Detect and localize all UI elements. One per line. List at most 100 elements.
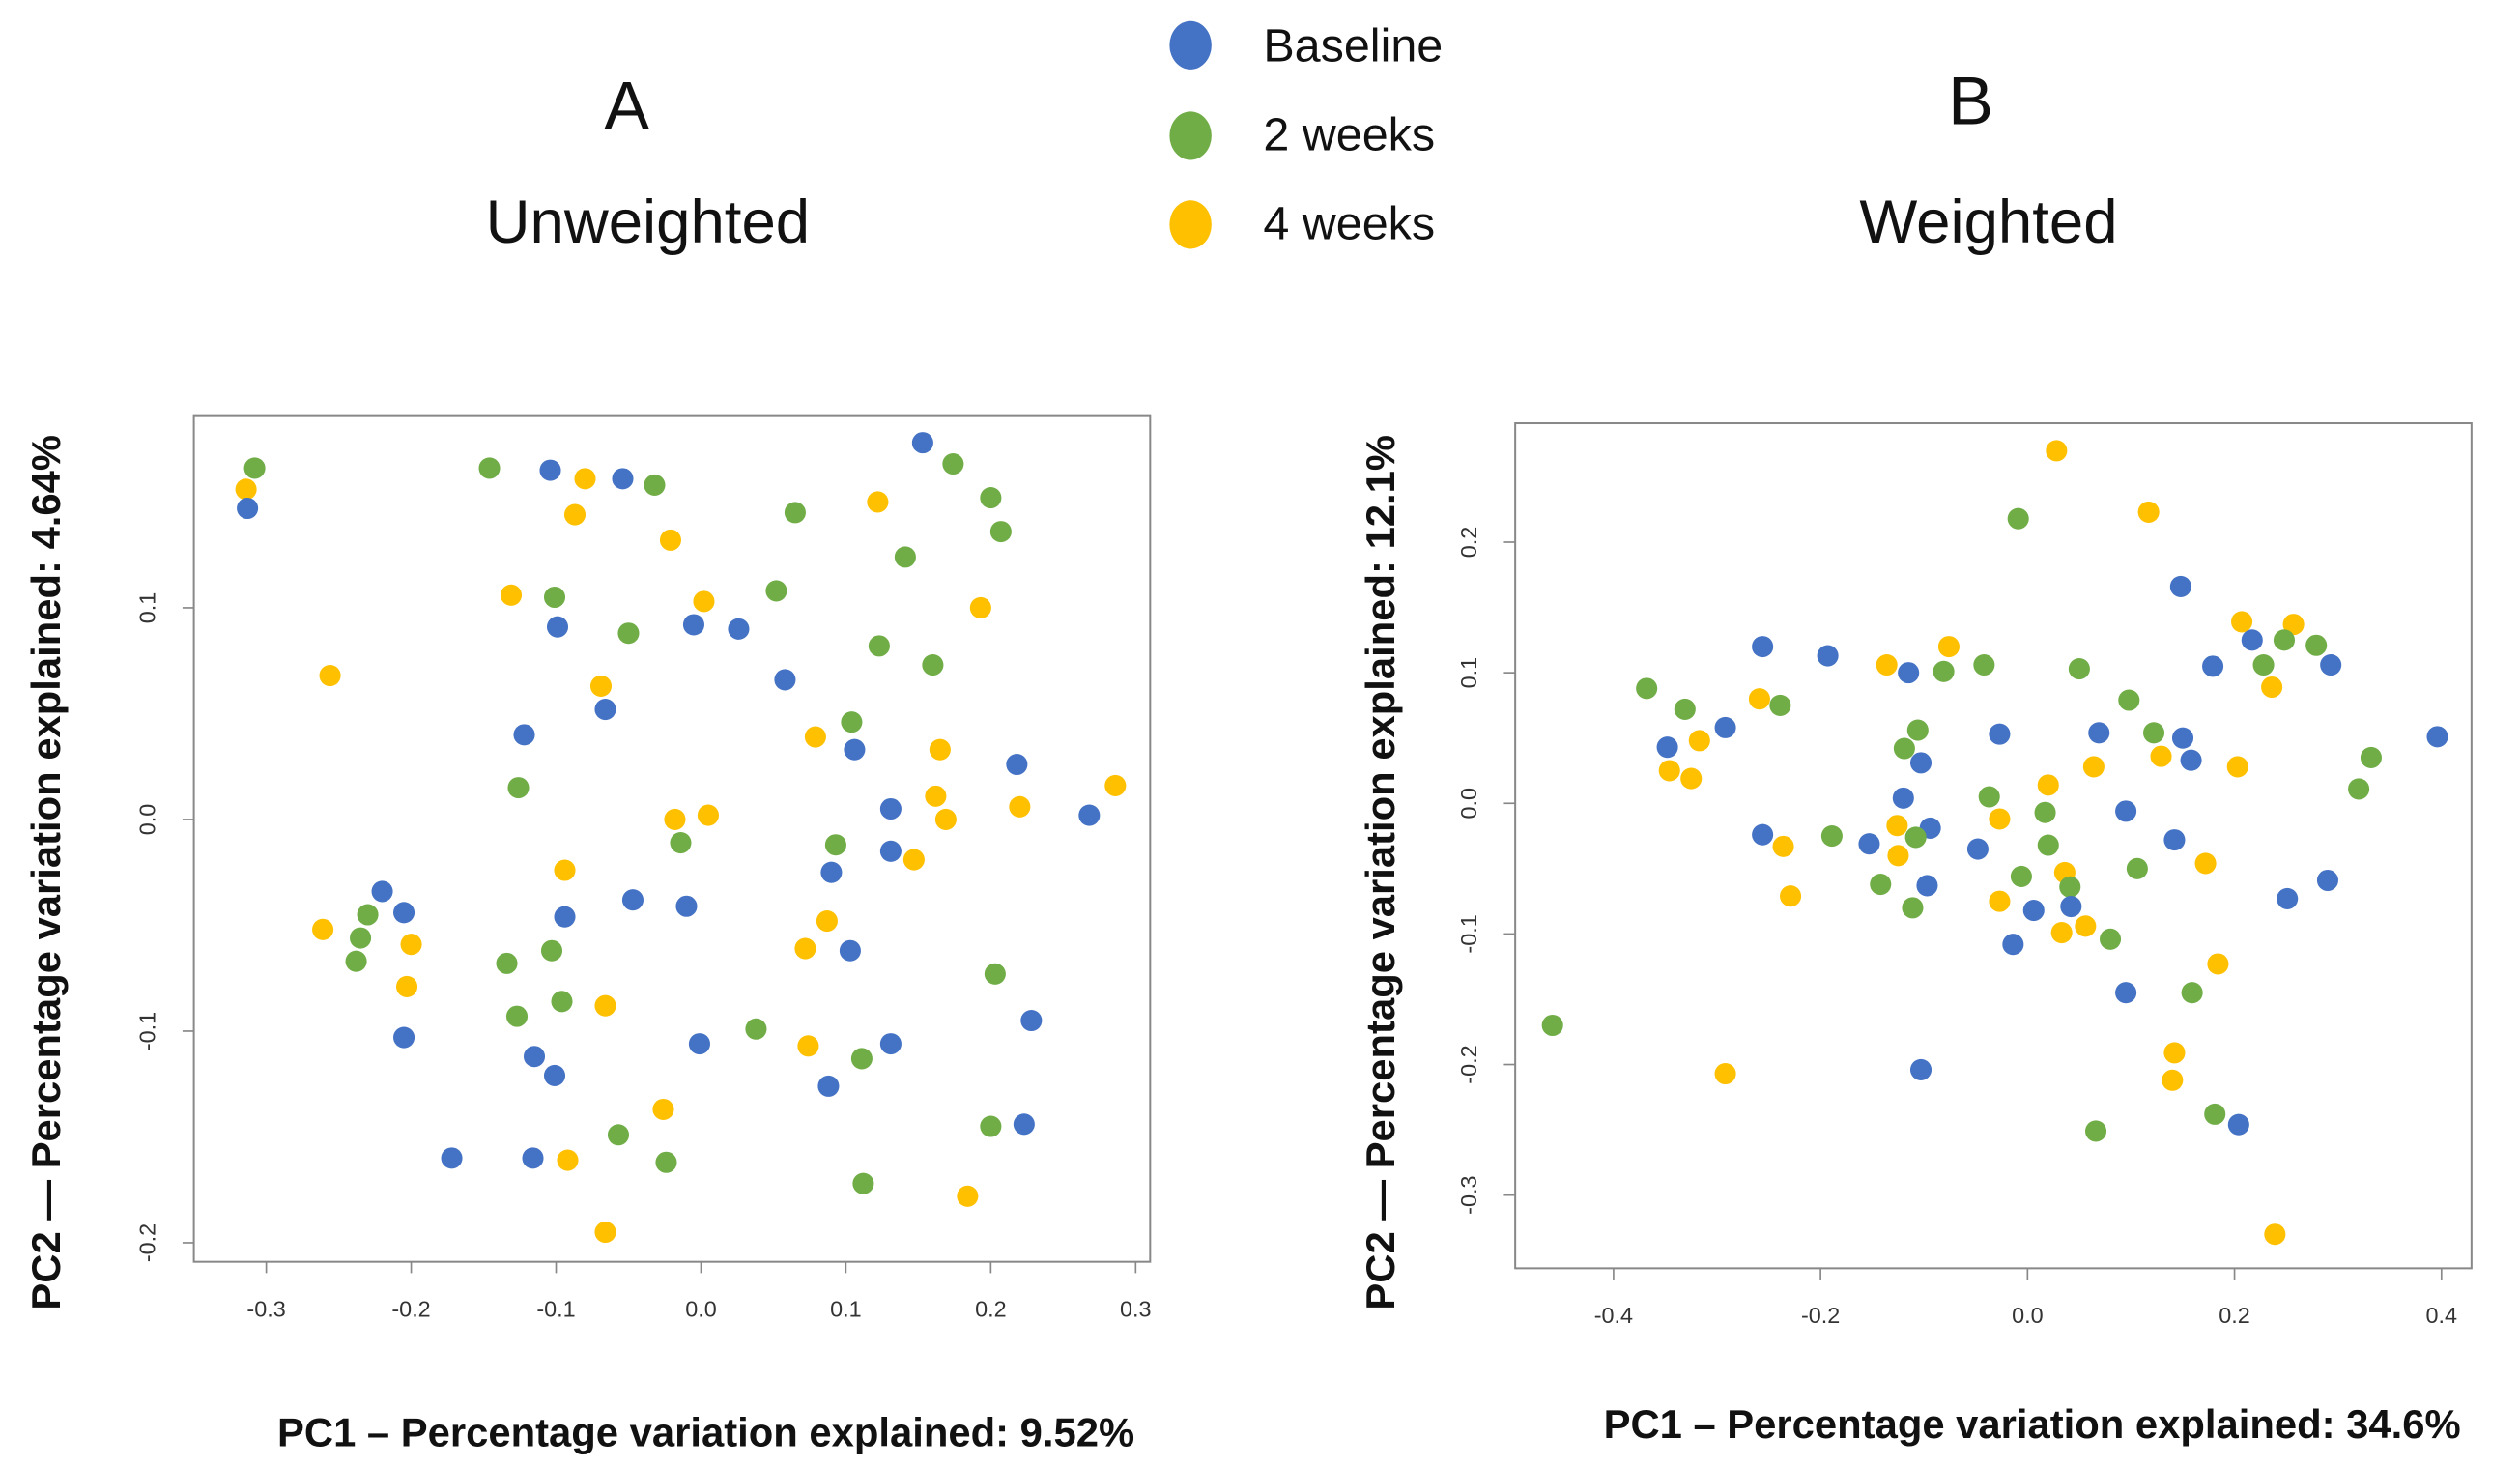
plot-b-point-baseline <box>2060 895 2082 918</box>
panel-b-letter: B <box>1948 63 1993 139</box>
plot-b-point-baseline <box>1752 823 1774 846</box>
plot-b-point-2-weeks <box>2010 865 2032 887</box>
legend-label-2-weeks: 2 weeks <box>1263 108 1435 160</box>
plot-b-point-baseline <box>2115 800 2137 822</box>
plot-a-point-baseline <box>594 699 616 721</box>
plot-a-point-2-weeks <box>784 502 806 524</box>
legend-marker-2-weeks <box>1169 111 1212 160</box>
plot-b-point-2-weeks <box>2252 653 2275 676</box>
plot-a-point-2-weeks <box>980 487 1002 509</box>
plot-a-point-baseline <box>612 468 634 490</box>
plot-a-point-2-weeks <box>841 711 863 734</box>
plot-a-point-baseline <box>675 895 698 917</box>
plot-b-point-baseline <box>2227 1113 2249 1136</box>
plot-a-point-2-weeks <box>644 474 666 496</box>
plot-b-point-4-weeks <box>1886 815 1908 837</box>
plot-b-point-4-weeks <box>1658 760 1680 782</box>
plot-b-point-baseline <box>2180 749 2202 771</box>
plot-a-y-tick-label: 0.0 <box>134 804 159 836</box>
plot-a-point-baseline <box>371 880 393 903</box>
legend-item-2-weeks: 2 weeks <box>1169 108 1435 160</box>
plot-b-point-4-weeks <box>2207 953 2229 975</box>
plot-b-point-2-weeks <box>1893 737 1915 760</box>
plot-a-point-2-weeks <box>980 1115 1002 1137</box>
plot-a-point-baseline <box>539 459 561 481</box>
plot-b-point-2-weeks <box>2348 778 2370 800</box>
plot-b-point-baseline <box>1656 736 1678 759</box>
plot-b-point-2-weeks <box>2204 1103 2226 1125</box>
legend-marker-baseline <box>1169 20 1212 70</box>
plot-b-point-2-weeks <box>2099 928 2122 950</box>
plot-a-frame <box>192 414 1152 1263</box>
plot-a-point-2-weeks <box>345 950 367 972</box>
plot-b-point-4-weeks <box>1680 767 1703 790</box>
plot-a-point-4-weeks <box>1009 795 1031 818</box>
legend-label-baseline: Baseline <box>1263 20 1443 72</box>
plot-a-point-2-weeks <box>922 654 944 676</box>
plot-b-point-2-weeks <box>2007 507 2029 530</box>
plot-b-point-4-weeks <box>2050 922 2073 944</box>
plot-a-point-baseline <box>879 797 902 820</box>
plot-a-x-tick-label: -0.3 <box>246 1297 285 1322</box>
plot-a-point-2-weeks <box>551 991 573 1013</box>
plot-a-point-4-weeks <box>594 1221 616 1244</box>
legend-label-4-weeks: 4 weeks <box>1263 197 1435 249</box>
plot-b-point-4-weeks <box>2231 611 2253 633</box>
plot-a-x-tick-label: -0.2 <box>391 1297 430 1322</box>
plot-b-y-tick-label: -0.2 <box>1456 1045 1481 1083</box>
plot-b-point-2-weeks <box>2068 658 2090 680</box>
plot-a-point-4-weeks <box>969 596 991 618</box>
plot-a-point-baseline <box>554 906 576 928</box>
legend: Baseline 2 weeks 4 weeks <box>1169 20 1443 249</box>
plot-a-point-2-weeks <box>670 832 692 854</box>
plot-a-point-4-weeks <box>400 934 422 956</box>
plot-a-point-2-weeks <box>868 635 890 657</box>
plot-a-x-tick-label: 0.2 <box>975 1297 1007 1322</box>
plot-b-point-baseline <box>2115 982 2137 1004</box>
plot-a-point-4-weeks <box>659 529 682 551</box>
plot-a-point-4-weeks <box>794 937 816 960</box>
plot-a-point-4-weeks <box>589 675 613 698</box>
plot-a-point-baseline <box>513 724 535 746</box>
plot-b-y-tick-label: 0.1 <box>1456 657 1481 689</box>
plot-b-point-2-weeks <box>2085 1120 2107 1142</box>
plot-a-point-4-weeks <box>312 918 334 940</box>
plot-b-point-baseline <box>2202 655 2224 677</box>
plot-a-point-2-weeks <box>543 586 566 609</box>
plot-b-point-2-weeks <box>2037 834 2059 856</box>
plot-a-point-2-weeks <box>496 952 518 974</box>
plot-a-point-4-weeks <box>1104 774 1127 796</box>
plot-b-y-tick-label: -0.3 <box>1456 1176 1481 1215</box>
plot-b-x-tick-label: 0.0 <box>2012 1303 2044 1328</box>
plot-b-point-baseline <box>2002 934 2024 956</box>
plot-a-point-baseline <box>522 1147 544 1169</box>
plot-a-y-tick-label: 0.1 <box>134 592 159 624</box>
plot-a-point-baseline <box>393 1026 415 1049</box>
plot-b-point-4-weeks <box>2082 756 2105 778</box>
plot-a-point-baseline <box>1078 804 1101 826</box>
plot-b-point-4-weeks <box>1748 688 1770 710</box>
plot-b-point-2-weeks <box>2126 857 2148 879</box>
plot-b-point-baseline <box>1989 723 2011 745</box>
plot-a-x-tick-label: 0.1 <box>830 1297 862 1322</box>
plot-b-point-4-weeks <box>2137 501 2160 523</box>
plot-a-point-baseline <box>682 614 704 636</box>
plot-a-point-2-weeks <box>357 904 379 926</box>
plot-b-point-2-weeks <box>1933 660 1955 682</box>
plot-b-point-4-weeks <box>1937 636 1960 658</box>
plot-a-y-tick-label: -0.1 <box>134 1012 159 1050</box>
plot-b-point-baseline <box>1916 875 1938 897</box>
plot-b-y-tick-label: 0.2 <box>1456 527 1481 559</box>
plot-a-point-2-weeks <box>350 927 372 949</box>
plot-a-x-axis-label: PC1 – Percentage variation explained: 9.… <box>277 1409 1134 1454</box>
plot-b-point-2-weeks <box>2118 689 2140 711</box>
plot-a-point-baseline <box>441 1147 463 1169</box>
plot-b-point-2-weeks <box>2142 722 2165 744</box>
plot-b-point-2-weeks <box>2273 629 2296 651</box>
plot-b-point-baseline <box>2171 727 2194 749</box>
plot-b-y-tick-label: 0.0 <box>1456 788 1481 820</box>
plot-a-point-2-weeks <box>243 457 266 479</box>
plot-a-point-4-weeks <box>500 584 523 606</box>
plot-b-point-2-weeks <box>2034 801 2056 823</box>
plot-a-point-4-weeks <box>563 503 587 526</box>
